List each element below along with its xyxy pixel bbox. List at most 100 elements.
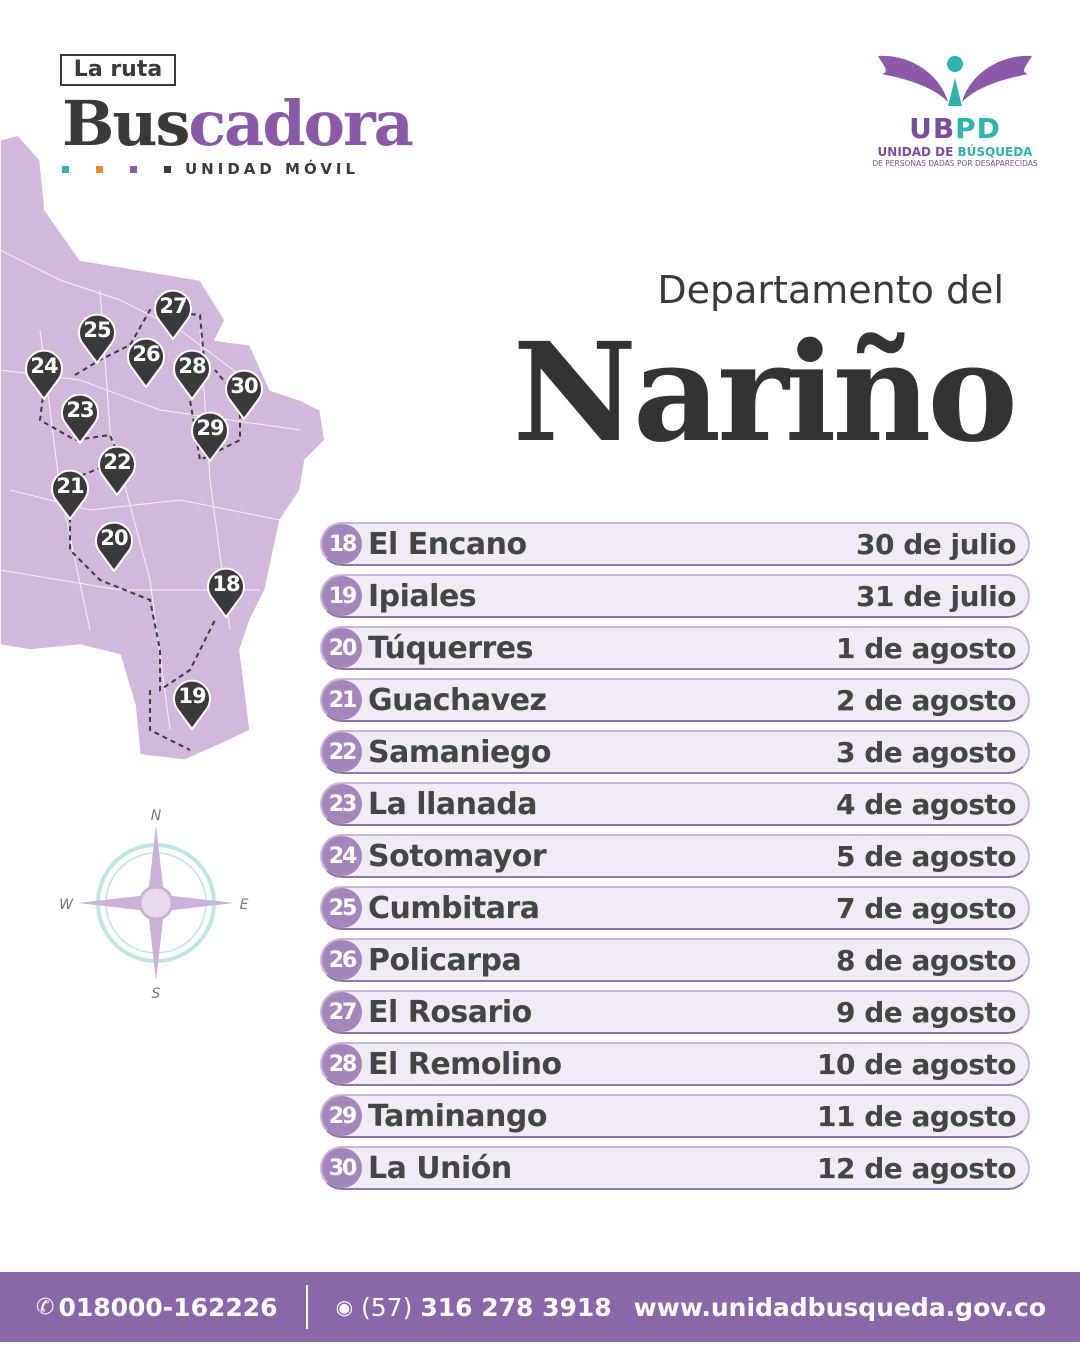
pin-number: 23 xyxy=(66,398,94,422)
map-pin: 28 xyxy=(172,348,212,401)
compass-s: S xyxy=(152,986,161,1000)
stop-number: 23 xyxy=(322,784,362,824)
pin-number: 30 xyxy=(230,374,258,398)
stop-date: 1 de agosto xyxy=(836,631,1016,665)
stop-row: 28 El Remolino 10 de agosto xyxy=(320,1042,1030,1086)
pin-number: 26 xyxy=(132,342,160,366)
stop-row: 24 Sotomayor 5 de agosto xyxy=(320,834,1030,878)
stop-date: 7 de agosto xyxy=(836,891,1016,925)
whatsapp-icon: ◉ xyxy=(335,1295,354,1319)
ubpd-logo: UBPD UNIDAD DE BÚSQUEDA DE PERSONAS DADA… xyxy=(860,44,1050,168)
pin-number: 22 xyxy=(103,450,131,474)
map-pin: 30 xyxy=(224,368,264,421)
logo-line2: DE PERSONAS DADAS POR DESAPARECIDAS xyxy=(872,159,1038,168)
compass-rose-icon: N S E W xyxy=(59,808,248,1000)
map-pin-icon xyxy=(25,349,63,401)
phone-icon: ✆ xyxy=(36,1294,55,1320)
stop-row: 27 El Rosario 9 de agosto xyxy=(320,990,1030,1034)
whatsapp-prefix: (57) xyxy=(361,1292,413,1322)
stop-place: El Rosario xyxy=(368,994,532,1030)
stop-date: 30 de julio xyxy=(856,527,1016,561)
map-pin-icon xyxy=(207,567,245,619)
purple-dot xyxy=(130,165,137,173)
stop-number: 25 xyxy=(322,888,362,928)
map-pin: 18 xyxy=(206,566,246,619)
map-pin-icon xyxy=(173,679,211,731)
stop-number: 22 xyxy=(322,732,362,772)
stop-number: 28 xyxy=(322,1044,362,1084)
orange-dot xyxy=(96,165,103,173)
tag-la-ruta: La ruta xyxy=(60,54,176,86)
map-pin: 24 xyxy=(24,348,64,401)
heading-main: Nariño xyxy=(512,313,1018,473)
map-pin: 21 xyxy=(50,468,90,521)
stop-row: 22 Samaniego 3 de agosto xyxy=(320,730,1030,774)
map-pin-icon xyxy=(154,289,192,341)
map-pin-icon xyxy=(225,369,263,421)
pin-number: 24 xyxy=(30,354,58,378)
map-pin-icon xyxy=(98,445,136,497)
stop-place: Taminango xyxy=(368,1098,547,1134)
stop-date: 8 de agosto xyxy=(836,943,1016,977)
pin-number: 29 xyxy=(196,416,224,440)
stop-number: 26 xyxy=(322,940,362,980)
stop-place: Ipiales xyxy=(368,578,477,614)
stop-place: Policarpa xyxy=(368,942,522,978)
compass-w: W xyxy=(59,897,74,913)
stop-place: Cumbitara xyxy=(368,890,540,926)
stop-number: 18 xyxy=(322,524,362,564)
teal-dot xyxy=(62,165,69,173)
stop-number: 24 xyxy=(322,836,362,876)
pin-number: 21 xyxy=(56,474,84,498)
subtitle-text: UNIDAD MÓVIL xyxy=(185,160,360,178)
brand-subtitle: UNIDAD MÓVIL xyxy=(62,160,359,178)
dark-dot xyxy=(164,165,171,173)
stop-date: 9 de agosto xyxy=(836,995,1016,1029)
stop-number: 27 xyxy=(322,992,362,1032)
map-pin: 29 xyxy=(190,410,230,463)
website-link[interactable]: www.unidadbusqueda.gov.co xyxy=(633,1292,1046,1322)
pin-number: 20 xyxy=(100,526,128,550)
map-pin: 27 xyxy=(153,288,193,341)
stop-row: 20 Túquerres 1 de agosto xyxy=(320,626,1030,670)
stop-date: 31 de julio xyxy=(856,579,1016,613)
stop-date: 4 de agosto xyxy=(836,787,1016,821)
title-part1: Bus xyxy=(62,87,190,160)
map-pin: 23 xyxy=(60,392,100,445)
stop-number: 29 xyxy=(322,1096,362,1136)
title-part2: cadora xyxy=(188,87,413,160)
map-pin: 19 xyxy=(172,678,212,731)
heading-pre: Departamento del xyxy=(657,268,1004,312)
stop-place: El Remolino xyxy=(368,1046,562,1082)
pin-number: 28 xyxy=(178,354,206,378)
brand-title: Buscadora xyxy=(62,84,414,164)
stop-row: 21 Guachavez 2 de agosto xyxy=(320,678,1030,722)
map-pin-icon xyxy=(173,349,211,401)
stop-number: 21 xyxy=(322,680,362,720)
whatsapp-number[interactable]: 316 278 3918 xyxy=(420,1292,612,1322)
stop-place: Sotomayor xyxy=(368,838,547,874)
stop-place: La Unión xyxy=(368,1150,512,1186)
map-pin-icon xyxy=(61,393,99,445)
map-pin: 25 xyxy=(77,312,117,365)
stop-date: 2 de agosto xyxy=(836,683,1016,717)
map-pin-icon xyxy=(127,337,165,389)
stop-place: Guachavez xyxy=(368,682,547,718)
map-pin-icon xyxy=(191,411,229,463)
phone-number[interactable]: 018000-162226 xyxy=(58,1292,278,1322)
compass-n: N xyxy=(151,808,162,824)
logo-line1: UNIDAD DE BÚSQUEDA xyxy=(877,145,1033,159)
map-pin-icon xyxy=(51,469,89,521)
stop-row: 18 El Encano 30 de julio xyxy=(320,522,1030,566)
pin-number: 18 xyxy=(212,572,240,596)
stop-row: 29 Taminango 11 de agosto xyxy=(320,1094,1030,1138)
stop-place: El Encano xyxy=(368,526,527,562)
pin-number: 25 xyxy=(83,318,111,342)
stop-date: 5 de agosto xyxy=(836,839,1016,873)
divider xyxy=(305,1285,308,1329)
stop-number: 20 xyxy=(322,628,362,668)
pin-number: 19 xyxy=(178,684,206,708)
pin-number: 27 xyxy=(159,294,187,318)
nariño-map xyxy=(0,134,326,761)
stop-row: 25 Cumbitara 7 de agosto xyxy=(320,886,1030,930)
